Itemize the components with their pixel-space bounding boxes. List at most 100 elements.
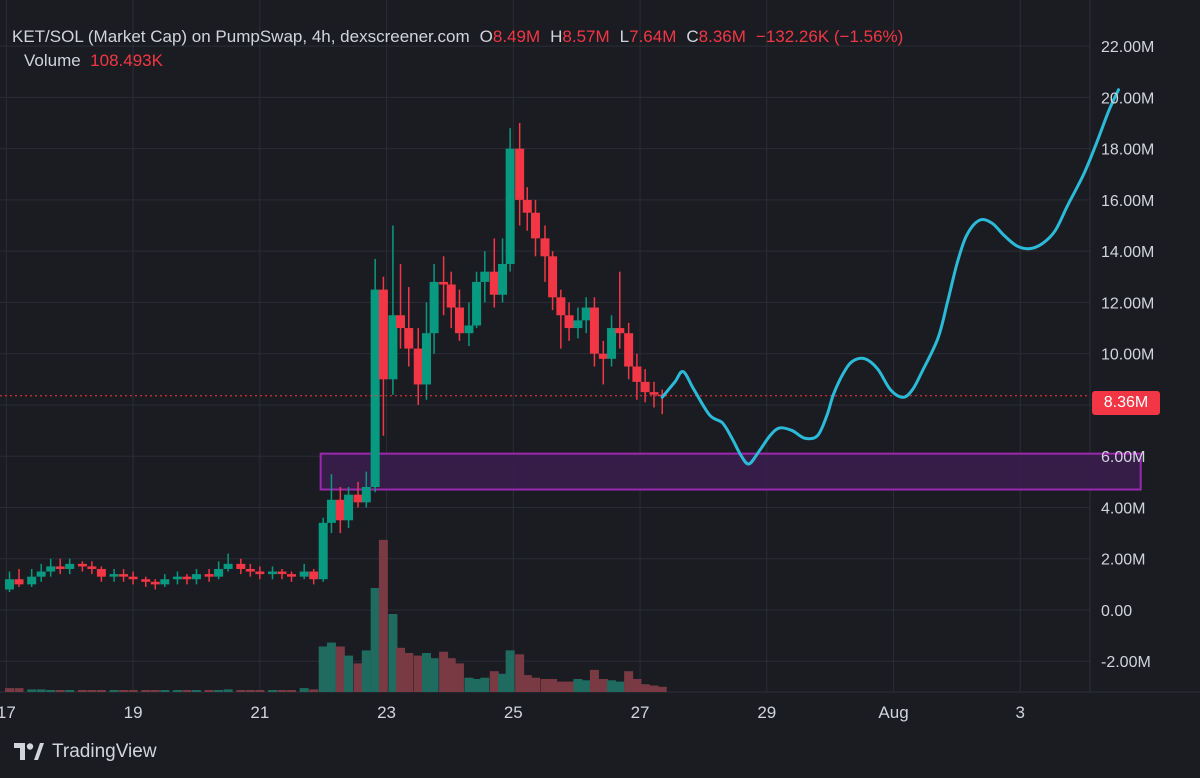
volume-bar [472, 679, 482, 692]
volume-bar [396, 647, 406, 692]
y-axis: 22.00M 20.00M 18.00M 16.00M 14.00M 12.00M 10.0… [1101, 39, 1154, 671]
volume-bar [649, 685, 659, 692]
volume-bar [172, 690, 182, 692]
volume-bar [370, 588, 380, 692]
volume-bar [46, 690, 56, 692]
x-tick-label: 21 [250, 703, 269, 722]
candle-body [396, 315, 406, 329]
close-value: 8.36M [698, 27, 746, 46]
candle-body [446, 284, 456, 308]
candle-body [472, 281, 482, 326]
candle-body [223, 563, 233, 569]
candle-body [361, 486, 371, 503]
volume-bars [5, 539, 667, 692]
candle-body [150, 581, 160, 585]
candle-body [378, 289, 388, 380]
volume-bar [439, 651, 449, 692]
x-tick-label: 25 [504, 703, 523, 722]
tradingview-logo-icon [14, 743, 44, 760]
candle-body [388, 315, 398, 380]
y-tick-label: 16.00M [1101, 193, 1154, 210]
candle-body [77, 563, 87, 567]
volume-bar [480, 677, 490, 692]
volume-bar [498, 673, 508, 692]
candle-body [128, 576, 138, 580]
candle-body [429, 281, 439, 334]
volume-bar [27, 689, 37, 692]
candle-body [27, 576, 37, 585]
volume-bar [182, 690, 192, 692]
volume-bar [236, 690, 246, 692]
candle-body [109, 574, 119, 577]
close-label: C [686, 27, 699, 46]
support-zone [319, 452, 1142, 491]
support-zone-rect [319, 452, 1142, 491]
volume-bar [530, 677, 540, 692]
y-tick-label: 0.00 [1101, 603, 1132, 620]
volume-bar [429, 658, 439, 692]
candle-body [65, 563, 75, 569]
tradingview-brand[interactable]: TradingView [14, 741, 157, 763]
candle-body [548, 256, 558, 298]
volume-bar [598, 679, 608, 692]
candle-body [624, 333, 634, 367]
low-label: L [619, 27, 630, 46]
volume-bar [96, 690, 106, 692]
candle-body [505, 148, 515, 264]
candle-body [87, 566, 97, 569]
volume-bar [214, 690, 224, 692]
volume-legend: Volume 108.493K [24, 51, 163, 71]
candle-body [649, 392, 659, 395]
volume-bar [255, 690, 265, 692]
x-tick-label: Aug [878, 703, 908, 722]
candle-body [36, 571, 46, 577]
volume-bar [540, 679, 550, 692]
candles [5, 123, 667, 593]
volume-bar [657, 686, 667, 692]
candle-body [119, 574, 129, 577]
candle-body [498, 263, 508, 295]
candle-body [540, 238, 550, 257]
volume-bar [378, 539, 388, 692]
volume-bar [522, 675, 532, 692]
volume-bar [404, 653, 414, 692]
candle-body [439, 281, 449, 285]
candle-body [522, 199, 532, 213]
x-tick-label: 27 [631, 703, 650, 722]
volume-bar [141, 690, 151, 692]
candle-body [182, 576, 192, 580]
volume-bar [119, 690, 129, 692]
candle-body [191, 574, 201, 580]
volume-bar [299, 688, 309, 692]
candle-body [96, 568, 106, 577]
volume-bar [128, 690, 138, 692]
volume-bar [353, 663, 363, 692]
volume-bar [421, 653, 431, 692]
grid-lines [0, 0, 1200, 693]
volume-bar [150, 690, 160, 692]
high-label: H [550, 27, 563, 46]
y-tick-label: 10.00M [1101, 347, 1154, 364]
candle-body [160, 579, 170, 585]
candle-body [556, 297, 566, 316]
candle-body [277, 571, 287, 575]
candle-body [413, 348, 423, 385]
candle-body [14, 579, 24, 585]
low-value: 7.64M [629, 27, 677, 46]
volume-bar [223, 689, 233, 692]
candle-body [515, 148, 525, 200]
volume-bar [556, 681, 566, 692]
volume-bar [589, 669, 599, 692]
candle-body [370, 289, 380, 487]
volume-bar [268, 690, 277, 692]
candle-body [573, 320, 583, 329]
candle-body [564, 315, 574, 329]
volume-bar [388, 614, 398, 692]
volume-bar [489, 671, 499, 692]
volume-bar [615, 681, 625, 692]
volume-bar [454, 663, 464, 692]
y-tick-label: 18.00M [1101, 142, 1154, 159]
y-tick-label: 12.00M [1101, 295, 1154, 312]
candle-body [255, 571, 265, 575]
